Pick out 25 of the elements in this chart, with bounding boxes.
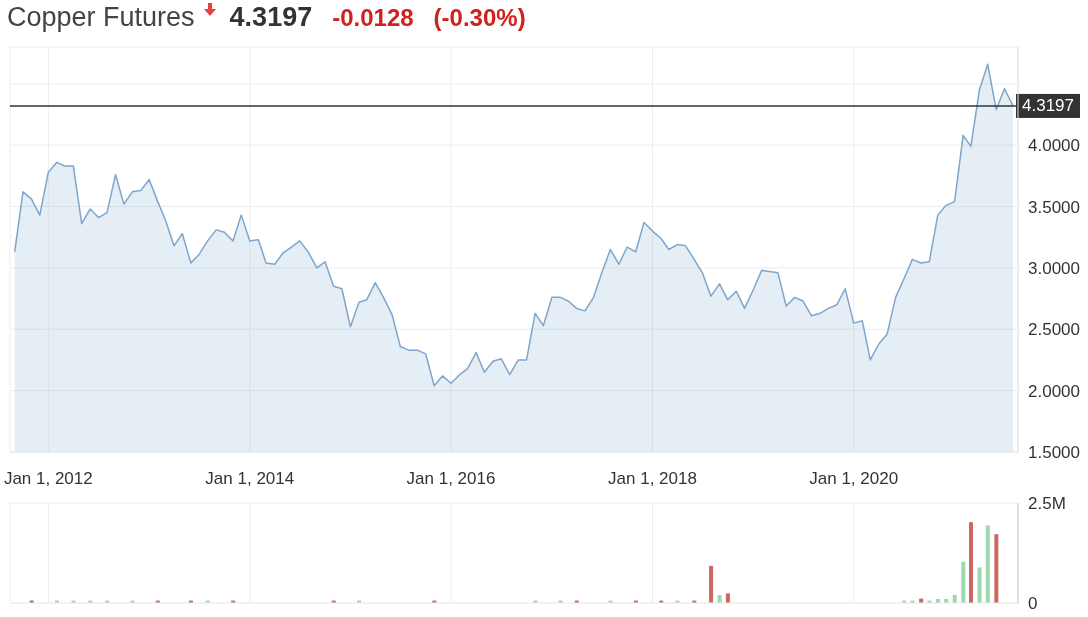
y-tick-label: 1.5000 (1028, 443, 1080, 463)
x-tick-label: Jan 1, 2012 (3, 469, 93, 489)
y-tick-label: 0 (1028, 594, 1038, 614)
y-tick-label: 3.0000 (1028, 258, 1080, 278)
x-tick-label: Jan 1, 2016 (406, 469, 496, 489)
bar (725, 593, 730, 603)
ref-line-label: 4.3197 (1022, 96, 1074, 116)
bar (709, 565, 714, 603)
y-tick-label: 2.5M (1028, 494, 1066, 514)
x-tick-label: Jan 1, 2018 (608, 469, 697, 489)
bar (985, 525, 990, 603)
y-tick-label: 4.0000 (1028, 136, 1080, 156)
y-tick-label: 3.5000 (1028, 197, 1080, 217)
chart-subtitle: 4.3197 (229, 2, 313, 32)
x-tick-label: Jan 1, 2014 (205, 469, 295, 489)
y-tick-label: 2.5000 (1028, 320, 1080, 340)
bar (969, 522, 974, 603)
text: (-0.30%) (433, 4, 526, 31)
bar (994, 534, 999, 603)
bar (961, 561, 966, 603)
text: -0.0128 (332, 4, 414, 31)
x-tick-label: Jan 1, 2020 (809, 469, 899, 489)
y-tick-label: 2.0000 (1028, 381, 1080, 401)
chart-title: Copper Futures (7, 2, 195, 32)
bar (977, 567, 982, 603)
